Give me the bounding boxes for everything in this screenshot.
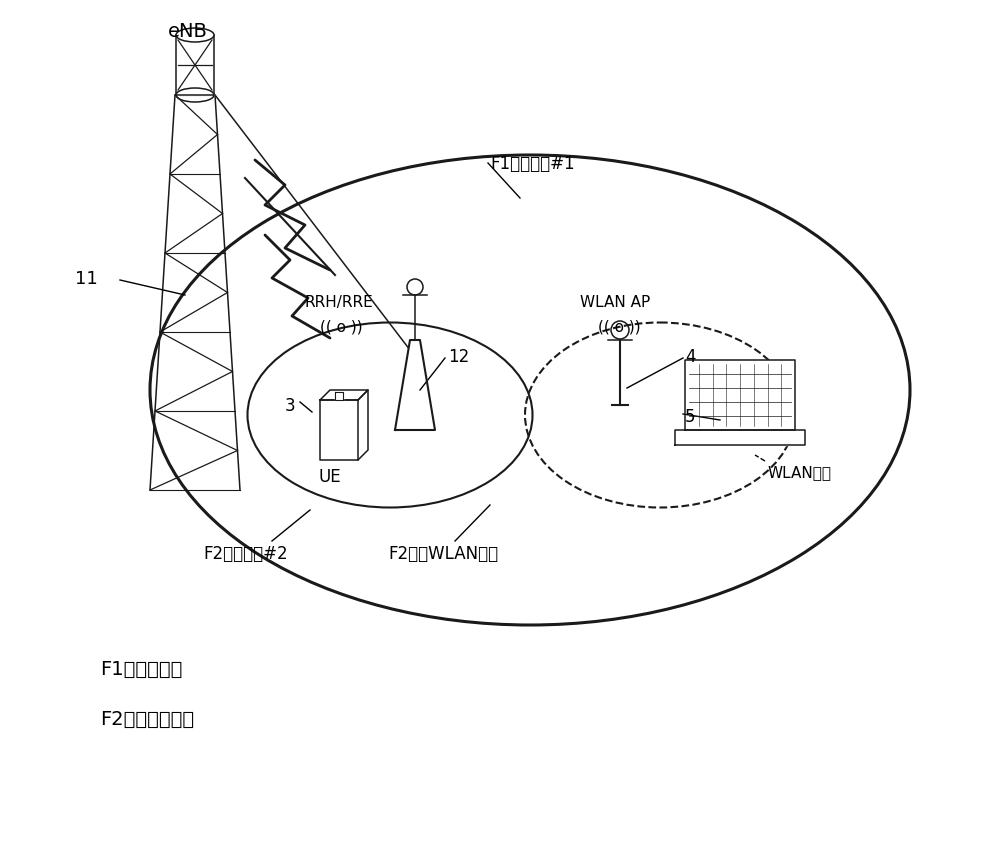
Text: 5: 5: [685, 408, 696, 426]
Polygon shape: [335, 392, 343, 400]
Polygon shape: [358, 390, 368, 460]
Text: 3: 3: [285, 397, 296, 415]
Polygon shape: [675, 430, 805, 445]
Text: (( o )): (( o )): [598, 320, 641, 335]
Text: eNB: eNB: [168, 22, 208, 41]
Text: 11: 11: [75, 270, 98, 288]
Polygon shape: [395, 340, 435, 430]
Ellipse shape: [176, 28, 214, 42]
Text: (( o )): (( o )): [320, 320, 363, 335]
Text: F2：未许可频率: F2：未许可频率: [100, 710, 194, 729]
Text: F1上的小区#1: F1上的小区#1: [490, 155, 575, 173]
Text: UE: UE: [318, 468, 341, 486]
Text: WLAN AP: WLAN AP: [580, 295, 650, 310]
Text: RRH/RRE: RRH/RRE: [305, 295, 374, 310]
Text: F2上的WLAN覆盖: F2上的WLAN覆盖: [388, 545, 498, 563]
Text: 12: 12: [448, 348, 469, 366]
Polygon shape: [685, 360, 795, 430]
Polygon shape: [320, 400, 358, 460]
Text: F2上的小区#2: F2上的小区#2: [203, 545, 288, 563]
Polygon shape: [320, 390, 368, 400]
Text: WLAN终端: WLAN终端: [768, 465, 832, 480]
Text: 4: 4: [685, 348, 696, 366]
Text: F1：许可频率: F1：许可频率: [100, 660, 182, 679]
Polygon shape: [176, 35, 214, 95]
